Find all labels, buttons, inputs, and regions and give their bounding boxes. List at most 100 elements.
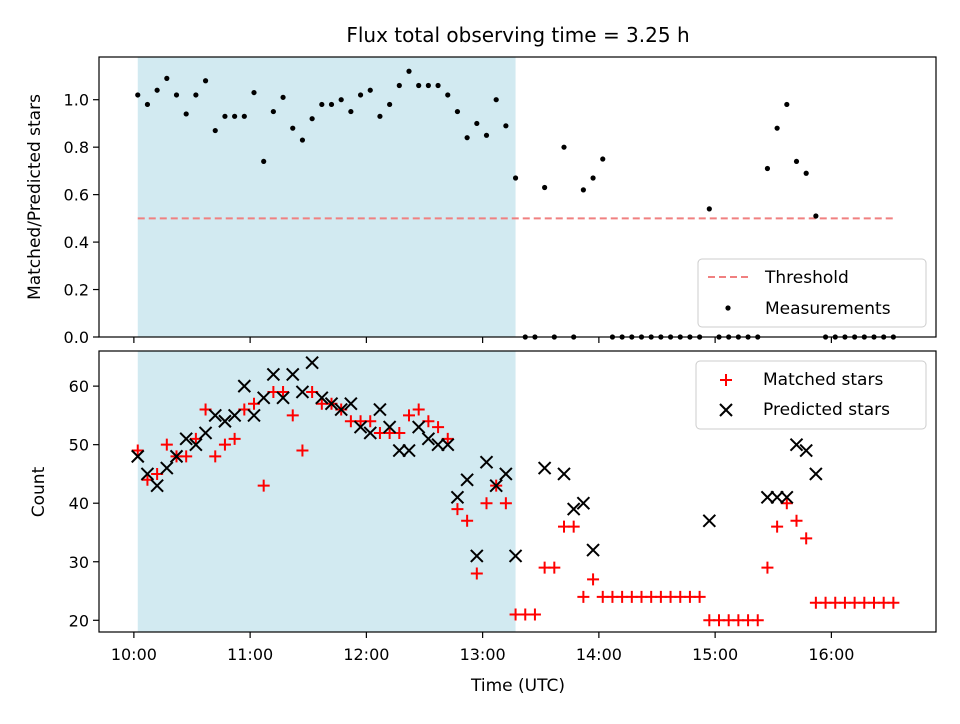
measurement-point [503,123,509,129]
x-axis-label: Time (UTC) [470,676,565,696]
predicted-star-point [363,426,377,440]
predicted-star-point [770,490,784,505]
measurement-point [357,92,364,98]
matched-legend-label: Matched stars [763,370,883,390]
bottom-axes-frame [98,350,937,633]
measurement-point [425,82,431,89]
measurement-point [416,82,422,89]
matched-star-point [480,497,493,510]
measurement-point [445,92,451,98]
y-tick-label: 0.6 [64,186,89,205]
bottom-y-axis-label: Count [29,466,49,517]
measurement-point [367,87,373,93]
predicted-star-point [140,467,155,481]
y-tick-label: 0.8 [64,138,89,157]
x-tick-label: 15:00 [692,645,738,664]
measurement-point [173,92,180,98]
y-tick-label: 0.2 [64,281,89,300]
measurement-point [135,92,141,98]
measurement-point [706,206,712,212]
matched-star-point [800,532,813,545]
measurement-point [406,68,412,74]
measurement-point [183,111,189,117]
predicted-star-point [411,420,426,434]
predicted-star-point [702,514,717,528]
top-shaded-span [137,57,516,337]
predicted-star-point [566,502,581,516]
matched-star-point [461,514,474,527]
measurement-point [803,170,809,176]
predicted-star-point [586,543,600,557]
bottom-legend: Matched stars Predicted stars [695,360,927,430]
measurement-point [377,113,383,119]
predicted-star-point [131,449,145,464]
measurement-point [232,113,238,119]
y-tick-label: 40 [69,494,89,513]
predicted-star-point [392,443,407,458]
measurement-point [193,92,199,98]
predicted-star-point [441,437,455,452]
predicted-star-point [198,426,213,440]
matched-star-point [451,503,464,516]
measurement-point [222,113,228,119]
measurement-point [435,82,441,89]
matched-star-point [693,590,706,603]
top-axes-frame [98,56,937,338]
predicted-star-point [431,437,445,452]
measurement-point [144,101,151,108]
predicted-star-point [208,408,222,423]
measurement-point [280,94,286,100]
predicted-star-point [160,461,174,475]
predicted-star-point [227,408,242,423]
predicted-star-point [537,461,552,475]
measurement-point [454,108,461,115]
top-x-ticks [133,337,832,343]
measurement-point [542,184,548,191]
predicted-star-point [295,385,310,399]
measurement-point [493,97,499,103]
matched-star-point [218,438,231,451]
predicted-legend-label: Predicted stars [763,400,890,420]
matched-star-point [751,614,764,627]
measurement-point [309,116,315,122]
x-tick-label: 14:00 [576,645,622,664]
predicted-star-point [266,367,281,382]
matched-legend-swatch [720,374,732,386]
measurement-point [212,127,218,134]
figure-title: Flux total observing time = 3.25 h [346,23,689,47]
matched-star-point [567,520,580,533]
matched-star-point [499,497,512,510]
measurement-point [241,113,247,119]
measurements-legend-swatch [725,305,731,311]
measurement-point [387,101,393,108]
bottom-legend-box [695,360,927,430]
y-tick-label: 1.0 [64,91,89,110]
bottom-y-ticks: 20 30 40 50 60 [69,377,99,630]
predicted-star-point [189,437,203,452]
matched-star-point [209,450,222,463]
measurement-point [561,144,567,150]
measurement-point [813,213,819,219]
matched-star-point [286,409,299,422]
predicted-star-point [237,379,252,393]
measurement-point [261,158,267,165]
y-tick-label: 0.4 [64,233,89,252]
measurement-point [290,125,296,131]
measurement-point [590,175,596,181]
predicted-star-point [402,443,416,458]
predicted-star-point [499,467,513,481]
matched-star-point [548,561,561,574]
matched-star-point [412,403,425,416]
matched-star-point [790,514,803,527]
matched-star-point [587,573,600,586]
x-tick-label: 12:00 [343,645,389,664]
matched-star-point [887,596,900,609]
matched-star-point [577,590,590,603]
predicted-star-point [450,490,465,505]
top-legend: Threshold Measurements [697,258,927,328]
predicted-star-point [315,391,329,405]
predicted-star-point [179,432,193,446]
matched-star-point [403,409,415,422]
measurement-point [512,175,519,181]
measurement-point [338,97,344,103]
